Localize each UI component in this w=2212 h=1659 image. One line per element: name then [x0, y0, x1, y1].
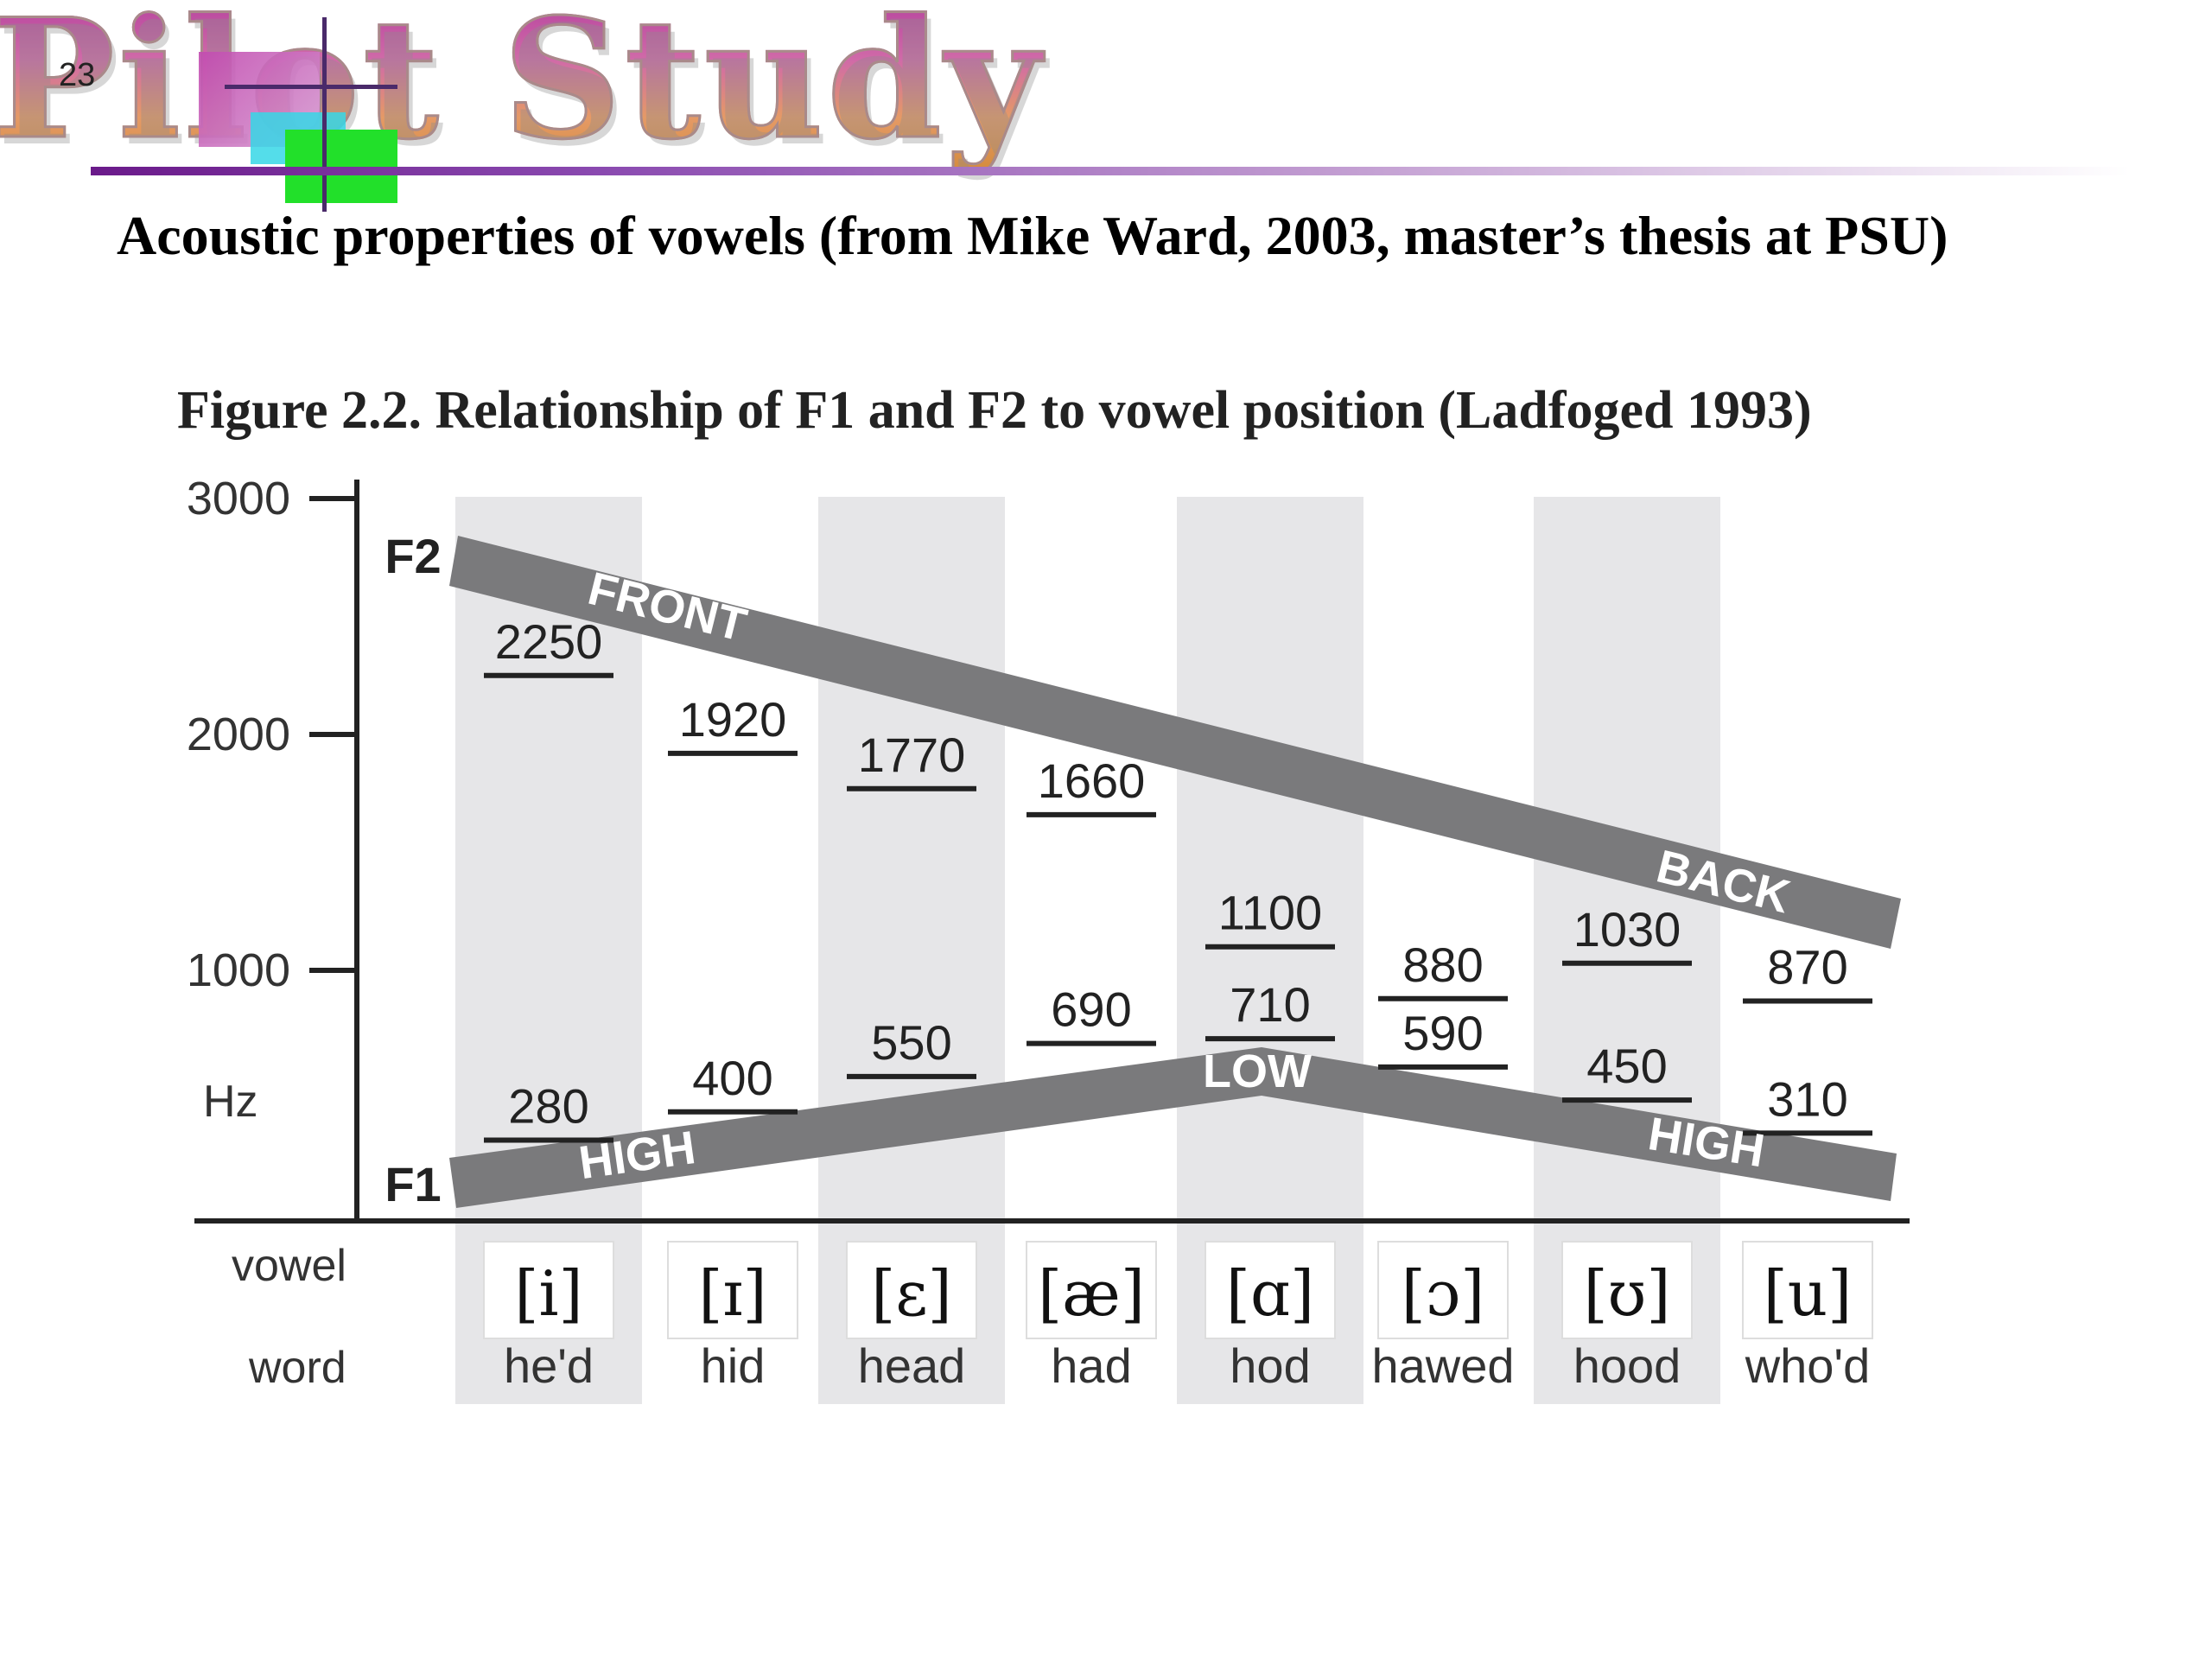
data-label-f1-3: 690	[1051, 982, 1131, 1037]
category-label-3: had	[1051, 1338, 1131, 1393]
y-axis-unit: Hz	[203, 1077, 258, 1127]
y-tick-label: 3000	[187, 473, 290, 524]
data-label-f1-0: 280	[508, 1079, 588, 1134]
word-row-label: word	[248, 1343, 346, 1393]
logo-crosshair-vertical	[322, 17, 327, 212]
vowel-label-4: [ɑ]	[1226, 1257, 1314, 1330]
data-label-f2-4: 1100	[1218, 886, 1322, 940]
category-label-2: head	[858, 1338, 966, 1393]
logo-block-green	[285, 130, 397, 203]
formant-bands	[449, 536, 1901, 1208]
category-label-7: who'd	[1745, 1338, 1871, 1393]
logo-crosshair-horizontal	[225, 85, 397, 89]
vowel-label-5: [ɔ]	[1402, 1257, 1485, 1330]
data-label-f1-2: 550	[871, 1015, 951, 1070]
f2-band	[449, 536, 1901, 949]
data-label-f2-2: 1770	[858, 728, 966, 782]
series-name-F1: F1	[385, 1157, 441, 1211]
data-label-f1-4: 710	[1230, 977, 1310, 1032]
vowel-row-label: vowel	[232, 1241, 346, 1291]
band-label-low: LOW	[1203, 1046, 1312, 1097]
vowel-box-0	[483, 1241, 614, 1339]
y-ticks: 3000 2000 1000	[187, 473, 357, 996]
data-marks: F2 2250 1920 1770 1660 1100 880 1030 870 F1 280 400…	[385, 529, 1872, 1211]
slide-number: 23	[59, 57, 96, 93]
data-label-f2-3: 1660	[1038, 753, 1146, 808]
category-label-4: hod	[1230, 1338, 1310, 1393]
series-name-F2: F2	[385, 529, 441, 583]
header-rule	[91, 167, 2130, 175]
vowel-label-7: [u]	[1764, 1257, 1853, 1330]
vowel-box-6	[1561, 1241, 1693, 1339]
data-label-f2-7: 870	[1767, 939, 1847, 994]
chart-axes	[194, 480, 1910, 1224]
header-title: Pilot Study	[0, 0, 1044, 177]
data-label-f2-0: 2250	[495, 614, 603, 669]
category-labels: [i] he'd [ɪ] hid [ɛ] head [æ] had [ɑ] hod [ɔ] hawed…	[483, 1241, 1873, 1393]
data-label-f1-7: 310	[1767, 1071, 1847, 1126]
vowel-label-3: [æ]	[1038, 1257, 1145, 1330]
category-label-0: he'd	[504, 1338, 594, 1393]
f1-band	[449, 1047, 1897, 1208]
y-tick-label: 2000	[187, 709, 290, 760]
vowel-box-3	[1026, 1241, 1157, 1339]
data-label-f1-6: 450	[1586, 1039, 1667, 1093]
y-tick-label: 1000	[187, 944, 290, 996]
category-label-6: hood	[1573, 1338, 1681, 1393]
category-label-1: hid	[701, 1338, 766, 1393]
vowel-box-2	[846, 1241, 977, 1339]
vowel-label-1: [ɪ]	[698, 1257, 766, 1330]
vowel-box-7	[1742, 1241, 1873, 1339]
vowel-box-1	[667, 1241, 798, 1339]
vowel-box-5	[1377, 1241, 1509, 1339]
vowel-label-0: [i]	[514, 1257, 582, 1330]
data-label-f2-6: 1030	[1573, 902, 1681, 957]
data-label-f1-5: 590	[1402, 1006, 1483, 1060]
slide-subtitle: Acoustic properties of vowels (from Mike…	[117, 205, 1948, 266]
data-label-f2-1: 1920	[679, 692, 787, 747]
vowel-box-4	[1205, 1241, 1336, 1339]
vowel-label-6: [ʊ]	[1584, 1257, 1671, 1330]
data-label-f2-5: 880	[1402, 938, 1483, 992]
data-label-f1-1: 400	[692, 1051, 772, 1105]
vowel-label-2: [ɛ]	[871, 1257, 951, 1330]
category-label-5: hawed	[1371, 1338, 1514, 1393]
chart-title: Figure 2.2. Relationship of F1 and F2 to…	[177, 381, 1812, 440]
